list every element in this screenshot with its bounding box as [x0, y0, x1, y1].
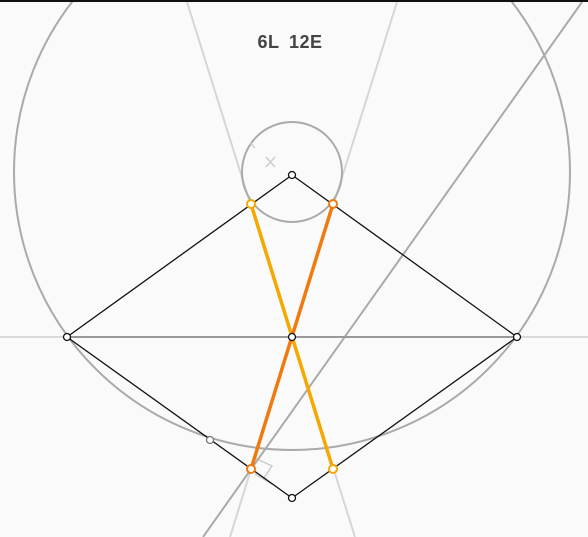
point-left-vertex[interactable]: [62, 332, 72, 342]
tick-mark: [249, 142, 256, 149]
lines-count: 6L: [257, 32, 280, 52]
point-center[interactable]: [287, 332, 297, 342]
right-angle-mark: [254, 457, 274, 479]
point-solution-upper-left[interactable]: [246, 199, 256, 209]
point-lower-left-edge[interactable]: [205, 435, 215, 445]
point-bottom-vertex[interactable]: [287, 493, 297, 503]
large-circle[interactable]: [13, 2, 571, 451]
diagonal-construction-line[interactable]: [202, 2, 583, 537]
small-circle[interactable]: [241, 121, 343, 223]
tick-mark: [265, 156, 276, 168]
point-solution-lower-right[interactable]: [328, 464, 338, 474]
point-solution-upper-right[interactable]: [328, 199, 338, 209]
move-counter: 6L 12E: [0, 32, 580, 53]
point-solution-lower-left[interactable]: [246, 464, 256, 474]
point-right-vertex[interactable]: [512, 332, 522, 342]
elements-count: 12E: [289, 32, 323, 52]
point-top-vertex[interactable]: [287, 170, 297, 180]
